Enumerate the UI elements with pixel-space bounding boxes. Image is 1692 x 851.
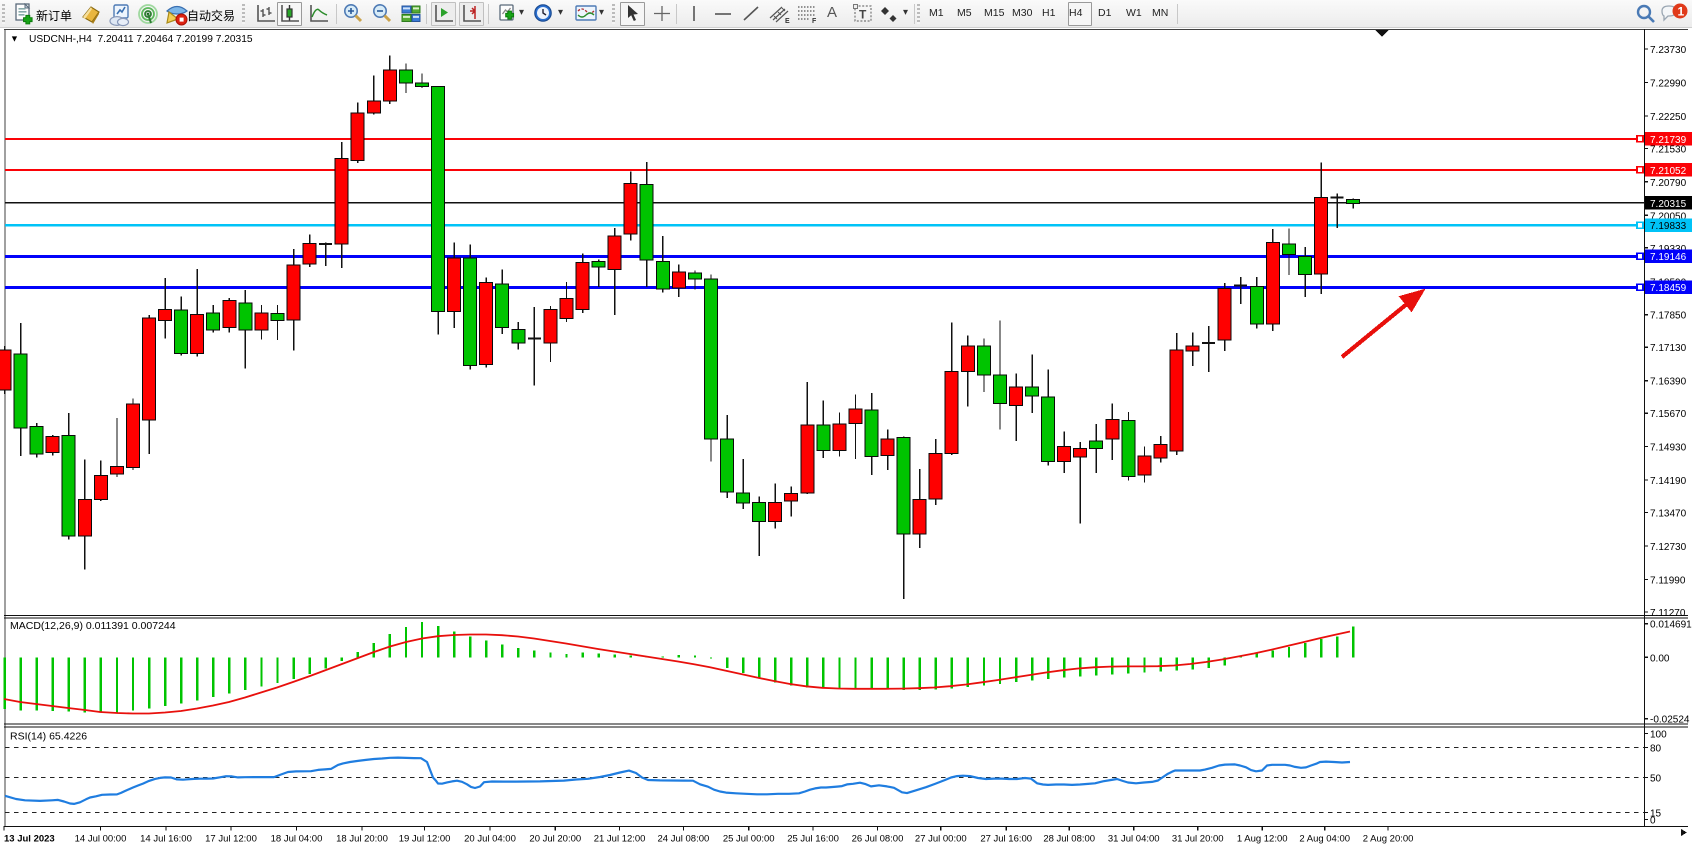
svg-text:31 Jul 20:00: 31 Jul 20:00 <box>1172 834 1224 845</box>
svg-text:27 Jul 00:00: 27 Jul 00:00 <box>915 834 967 845</box>
svg-text:1: 1 <box>1678 5 1685 19</box>
svg-text:21 Jul 12:00: 21 Jul 12:00 <box>594 834 646 845</box>
svg-text:7.21530: 7.21530 <box>1650 144 1687 155</box>
svg-text:0.014691: 0.014691 <box>1650 620 1692 631</box>
svg-text:7.20050: 7.20050 <box>1650 211 1687 222</box>
svg-text:0: 0 <box>1650 816 1656 827</box>
svg-text:27 Jul 16:00: 27 Jul 16:00 <box>980 834 1032 845</box>
svg-text:19 Jul 12:00: 19 Jul 12:00 <box>399 834 451 845</box>
svg-text:25 Jul 00:00: 25 Jul 00:00 <box>723 834 775 845</box>
svg-text:F: F <box>812 18 817 25</box>
svg-text:18 Jul 20:00: 18 Jul 20:00 <box>336 834 388 845</box>
svg-text:7.13470: 7.13470 <box>1650 509 1687 520</box>
svg-text:17 Jul 12:00: 17 Jul 12:00 <box>205 834 257 845</box>
svg-text:7.12730: 7.12730 <box>1650 542 1687 553</box>
svg-text:7.14190: 7.14190 <box>1650 476 1687 487</box>
svg-text:7.14930: 7.14930 <box>1650 443 1687 454</box>
svg-text:T: T <box>859 8 867 22</box>
svg-text:7.22250: 7.22250 <box>1650 112 1687 123</box>
svg-text:14 Jul 00:00: 14 Jul 00:00 <box>75 834 127 845</box>
svg-text:USDCNH-,H4 7.20411 7.20464 7.: USDCNH-,H4 7.20411 7.20464 7.20199 7.203… <box>29 34 253 45</box>
svg-text:100: 100 <box>1650 730 1667 741</box>
svg-text:7.20790: 7.20790 <box>1650 178 1687 189</box>
svg-text:7.19330: 7.19330 <box>1650 244 1687 255</box>
svg-text:MACD(12,26,9) 0.011391 0.00724: MACD(12,26,9) 0.011391 0.007244 <box>10 620 176 632</box>
svg-text:7.17130: 7.17130 <box>1650 343 1687 354</box>
svg-text:24 Jul 08:00: 24 Jul 08:00 <box>658 834 710 845</box>
svg-text:7.21052: 7.21052 <box>1650 166 1687 177</box>
svg-text:50: 50 <box>1650 774 1662 785</box>
svg-text:7.11990: 7.11990 <box>1650 576 1686 587</box>
svg-text:RSI(14) 65.4226: RSI(14) 65.4226 <box>10 731 87 743</box>
svg-text:7.19833: 7.19833 <box>1650 221 1687 232</box>
svg-text:1 Aug 12:00: 1 Aug 12:00 <box>1237 834 1288 845</box>
svg-text:28 Jul 08:00: 28 Jul 08:00 <box>1043 834 1095 845</box>
svg-text:2 Aug 04:00: 2 Aug 04:00 <box>1299 834 1350 845</box>
svg-text:13 Jul 2023: 13 Jul 2023 <box>4 834 55 845</box>
svg-text:20 Jul 20:00: 20 Jul 20:00 <box>529 834 581 845</box>
svg-text:-0.02524: -0.02524 <box>1650 715 1690 726</box>
svg-text:7.16390: 7.16390 <box>1650 377 1687 388</box>
svg-text:26 Jul 08:00: 26 Jul 08:00 <box>852 834 904 845</box>
svg-text:7.21739: 7.21739 <box>1650 135 1687 146</box>
svg-text:18 Jul 04:00: 18 Jul 04:00 <box>271 834 323 845</box>
svg-text:15: 15 <box>1650 809 1662 820</box>
svg-text:7.18459: 7.18459 <box>1650 283 1687 294</box>
svg-text:7.15670: 7.15670 <box>1650 409 1687 420</box>
svg-text:7.19146: 7.19146 <box>1650 252 1687 263</box>
svg-text:0.00: 0.00 <box>1650 653 1670 664</box>
svg-text:7.20315: 7.20315 <box>1650 199 1687 210</box>
svg-text:E: E <box>785 18 790 25</box>
svg-text:7.23730: 7.23730 <box>1650 45 1687 56</box>
svg-text:2 Aug 20:00: 2 Aug 20:00 <box>1363 834 1414 845</box>
svg-text:▼: ▼ <box>10 34 19 44</box>
svg-text:7.17850: 7.17850 <box>1650 311 1687 322</box>
svg-text:7.22990: 7.22990 <box>1650 78 1687 89</box>
svg-text:31 Jul 04:00: 31 Jul 04:00 <box>1108 834 1160 845</box>
svg-text:14 Jul 16:00: 14 Jul 16:00 <box>140 834 192 845</box>
svg-text:7.11270: 7.11270 <box>1650 608 1686 619</box>
svg-text:25 Jul 16:00: 25 Jul 16:00 <box>787 834 839 845</box>
svg-text:80: 80 <box>1650 744 1662 755</box>
svg-text:20 Jul 04:00: 20 Jul 04:00 <box>464 834 516 845</box>
